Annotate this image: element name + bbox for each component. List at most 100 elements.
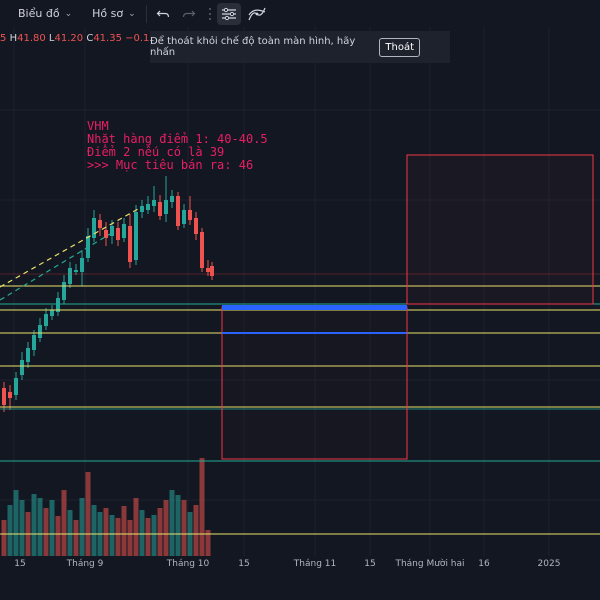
volume-bar: [31, 494, 37, 556]
candle-body: [116, 228, 120, 240]
candle-body: [140, 206, 144, 212]
target-box: [406, 154, 594, 305]
candle-body: [2, 388, 6, 405]
indicator-settings-button[interactable]: [216, 2, 241, 25]
volume-bar: [127, 520, 133, 556]
volume-bar: [103, 508, 109, 556]
undo-icon: [156, 10, 169, 17]
candle-body: [74, 270, 78, 272]
time-axis-label: 16: [478, 559, 490, 569]
text-annotation[interactable]: VHM Nhặt hàng điểm 1: 40-40.5 Điểm 2 nếu…: [87, 120, 268, 172]
redo-icon: [182, 10, 195, 17]
redo-button[interactable]: [177, 3, 201, 25]
trend-line-teal: [0, 233, 111, 301]
drag-handle-icon: [208, 7, 211, 20]
candle-body: [104, 230, 108, 238]
ohlc-low-label: L: [48, 33, 55, 44]
annotation-line: Điểm 2 nếu có là 39: [87, 145, 225, 159]
volume-bar: [85, 472, 91, 556]
candle-body: [176, 196, 180, 226]
volume-bar: [169, 490, 175, 556]
fullscreen-toast: Để thoát khỏi chế độ toàn màn hình, hãy …: [150, 31, 450, 63]
volume-bar: [37, 498, 43, 556]
candle-body: [182, 210, 186, 224]
volume-bar: [157, 508, 163, 556]
candle-body: [206, 268, 210, 272]
time-axis-label: Tháng Mười hai: [395, 559, 465, 569]
volume-bar: [67, 510, 73, 556]
compare-button[interactable]: [245, 3, 269, 25]
volume-bar: [199, 458, 205, 556]
chart-menu-button[interactable]: Biểu đồ ⌄: [12, 3, 78, 25]
profile-menu-label: Hồ sơ: [92, 7, 124, 20]
drag-handle[interactable]: [205, 3, 215, 25]
candle-body: [170, 196, 174, 202]
chart-menu-label: Biểu đồ: [18, 7, 60, 20]
volume-bar: [73, 520, 79, 556]
candle-body: [122, 224, 126, 238]
time-axis[interactable]: 15 Tháng 9 Tháng 10 15 Tháng 11 15 Tháng…: [0, 556, 600, 572]
volume-bar: [145, 518, 151, 556]
volume-bar: [205, 530, 211, 556]
time-axis-label: Tháng 10: [166, 559, 210, 569]
volume-bars: [1, 458, 211, 556]
volume-bar: [109, 515, 115, 556]
volume-bar: [139, 510, 145, 556]
candle-body: [68, 268, 72, 284]
candle-body: [14, 378, 18, 395]
annotation-line: >>> Mục tiêu bán ra: 46: [87, 158, 254, 172]
volume-bar: [193, 505, 199, 556]
volume-bar: [151, 515, 157, 556]
candle-body: [62, 282, 66, 300]
volume-bar: [79, 498, 85, 556]
time-axis-label: Tháng 11: [293, 559, 337, 569]
undo-button[interactable]: [151, 3, 175, 25]
candle-body: [8, 392, 12, 398]
candle-body: [92, 218, 96, 238]
volume-bar: [115, 518, 121, 556]
toolbar-divider: [145, 4, 147, 23]
profile-menu-button[interactable]: Hồ sơ ⌄: [86, 3, 142, 25]
volume-bar: [13, 490, 19, 556]
candle-body: [164, 200, 168, 214]
candle-body: [200, 232, 204, 268]
price-candles: [2, 176, 214, 412]
ohlc-prefix: 5: [0, 33, 7, 44]
ohlc-close-value: 41.35: [93, 33, 122, 44]
candle-body: [20, 360, 24, 375]
ohlc-high-label: H: [9, 33, 18, 44]
volume-bar: [43, 508, 49, 556]
candle-body: [50, 310, 54, 316]
volume-bar: [133, 498, 139, 556]
time-axis-label: Tháng 9: [66, 559, 104, 569]
exit-fullscreen-button[interactable]: Thoát: [379, 37, 420, 57]
time-axis-label: 15: [14, 559, 26, 569]
time-axis-label: 2025: [537, 559, 561, 569]
entry-box: [221, 306, 408, 460]
entry-zone-band: [222, 305, 407, 310]
toast-message: Để thoát khỏi chế độ toàn màn hình, hãy …: [150, 36, 356, 58]
volume-bar: [19, 500, 25, 556]
volume-bar: [175, 495, 181, 556]
time-axis-label: 15: [238, 559, 250, 569]
candle-body: [38, 325, 42, 338]
ohlc-high-value: 41.80: [17, 33, 46, 44]
candle-body: [32, 335, 36, 350]
candle-body: [158, 202, 162, 216]
annotation-line: VHM: [87, 119, 109, 133]
chevron-down-icon: ⌄: [128, 8, 136, 19]
candle-body: [26, 348, 30, 362]
candle-body: [210, 266, 214, 276]
volume-bar: [181, 500, 187, 556]
volume-bar: [55, 516, 61, 556]
ohlc-low-value: 41.20: [54, 33, 84, 44]
volume-bar: [121, 506, 127, 556]
candle-body: [44, 314, 48, 326]
candle-body: [110, 226, 114, 236]
chevron-down-icon: ⌄: [64, 8, 73, 19]
candle-body: [56, 298, 60, 312]
ohlc-close-label: C: [86, 33, 94, 44]
volume-bar: [163, 500, 169, 556]
candle-body: [98, 220, 102, 228]
